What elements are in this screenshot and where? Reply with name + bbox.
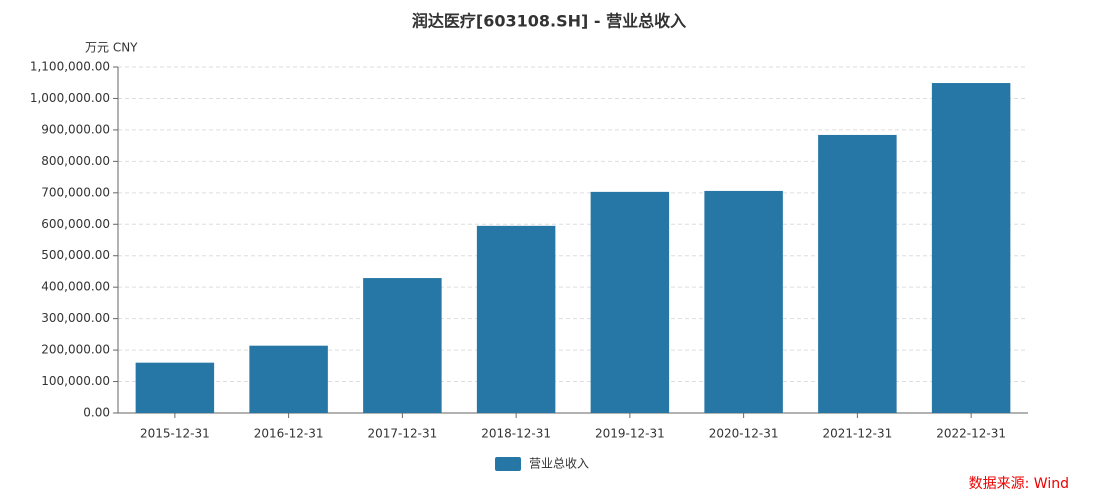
bar [363,278,442,413]
x-tick-label: 2020-12-31 [709,427,779,441]
legend-swatch [495,457,521,471]
x-tick-label: 2021-12-31 [823,427,893,441]
x-tick-label: 2022-12-31 [936,427,1006,441]
x-tick-label: 2017-12-31 [368,427,438,441]
y-unit: 万元 CNY [85,41,138,55]
y-tick-label: 900,000.00 [41,122,110,136]
y-tick-label: 600,000.00 [41,217,110,231]
bar [818,134,897,413]
x-tick-label: 2019-12-31 [595,427,665,441]
y-tick-label: 800,000.00 [41,154,110,168]
y-tick-label: 700,000.00 [41,185,110,199]
x-tick-label: 2018-12-31 [481,427,551,441]
bar [931,83,1011,414]
chart-title: 润达医疗[603108.SH] - 营业总收入 [412,12,686,31]
y-tick-label: 100,000.00 [41,374,110,388]
y-tick-label: 400,000.00 [41,280,110,294]
x-tick-label: 2016-12-31 [254,427,324,441]
y-tick-label: 1,100,000.00 [30,60,110,74]
bar [590,191,670,413]
y-tick-label: 1,000,000.00 [30,91,110,105]
y-tick-label: 200,000.00 [41,343,110,357]
bar [249,345,328,413]
x-tick-label: 2015-12-31 [140,427,210,441]
y-tick-label: 500,000.00 [41,248,110,262]
legend-label: 营业总收入 [529,457,589,471]
source: 数据来源: Wind [969,476,1069,492]
bar [135,362,215,413]
bar [476,225,556,413]
y-tick-label: 0.00 [83,406,110,420]
y-tick-label: 300,000.00 [41,311,110,325]
bar [704,190,783,413]
